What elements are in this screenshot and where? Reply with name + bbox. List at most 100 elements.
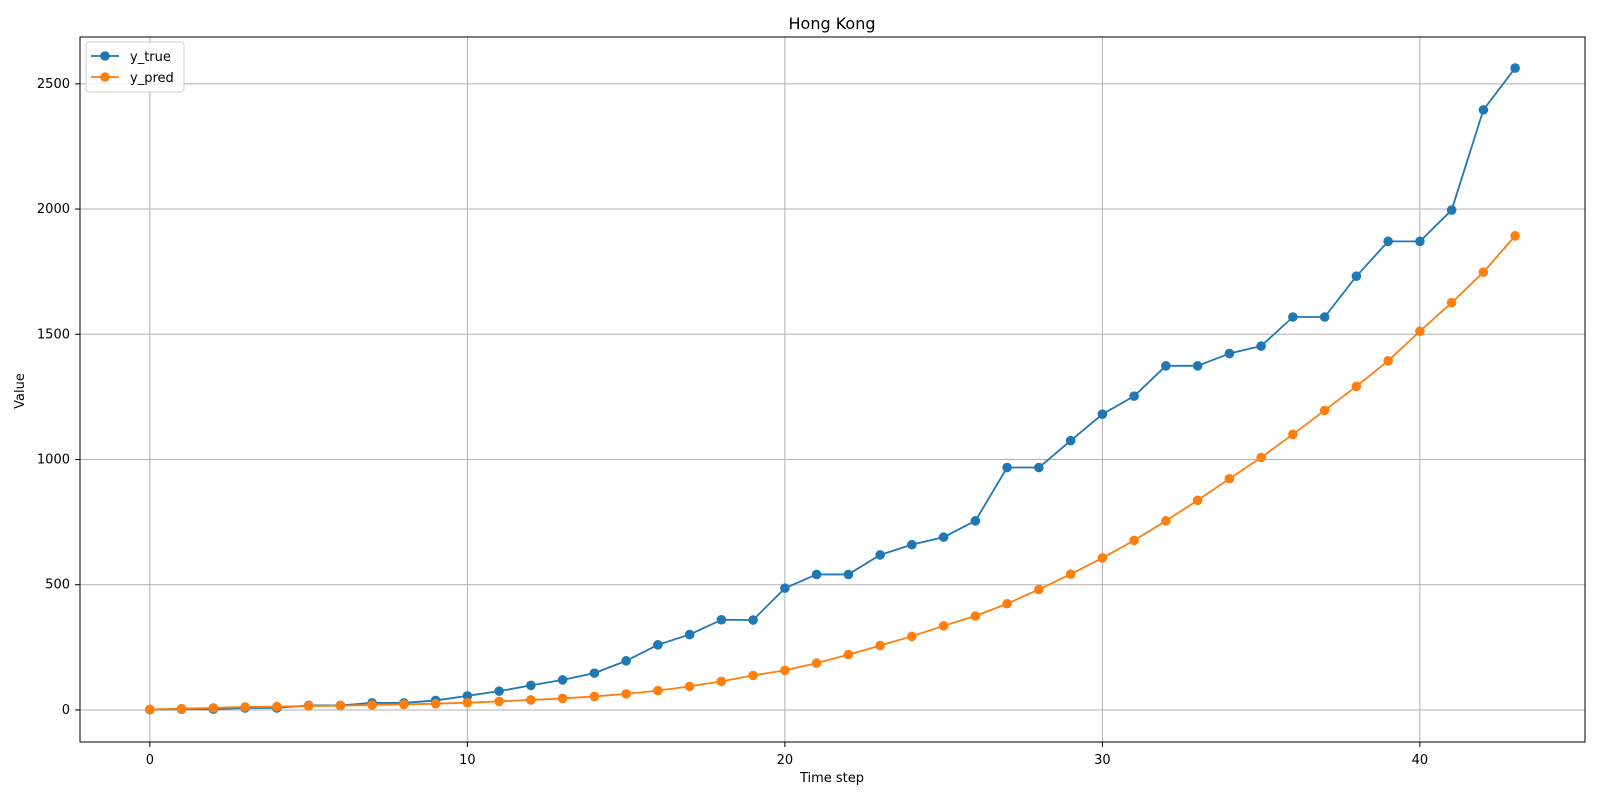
y-tick-label-2000: 2000 bbox=[37, 202, 70, 217]
data-point-y-pred-38 bbox=[1351, 381, 1362, 392]
y-axis-label: Value bbox=[13, 373, 28, 409]
data-point-y-true-37 bbox=[1319, 312, 1330, 322]
data-point-y-true-35 bbox=[1256, 341, 1266, 351]
data-point-y-true-18 bbox=[716, 614, 727, 625]
data-point-y-true-20 bbox=[780, 583, 790, 594]
legend-box bbox=[85, 41, 185, 93]
legend-marker-y-true bbox=[100, 51, 110, 61]
data-point-y-pred-40 bbox=[1415, 326, 1425, 337]
data-point-y-true-34 bbox=[1224, 348, 1235, 359]
data-point-y-pred-15 bbox=[621, 689, 631, 699]
data-point-y-pred-39 bbox=[1383, 356, 1393, 366]
data-point-y-true-41 bbox=[1446, 205, 1457, 215]
x-tick-label-20: 20 bbox=[777, 753, 794, 768]
data-point-y-pred-4 bbox=[272, 701, 282, 712]
data-point-y-pred-33 bbox=[1192, 495, 1203, 506]
data-point-y-pred-0 bbox=[145, 704, 155, 715]
data-point-y-pred-42 bbox=[1478, 267, 1489, 277]
legend: y_true y_pred bbox=[85, 41, 185, 93]
data-point-y-pred-22 bbox=[843, 649, 854, 660]
series-line-y-true bbox=[148, 67, 1517, 711]
chart-title: Hong Kong bbox=[789, 14, 876, 33]
data-point-y-true-36 bbox=[1288, 312, 1298, 322]
plot-frame bbox=[79, 36, 1586, 743]
data-point-y-pred-20 bbox=[780, 665, 790, 676]
y-tick-label-1000: 1000 bbox=[37, 452, 70, 467]
series-layer bbox=[145, 63, 1520, 715]
axes-layer: 0 10 20 30 40 0 500 1000 1500 2000 2500 bbox=[37, 36, 1586, 768]
data-point-y-pred-10 bbox=[462, 697, 473, 708]
data-point-y-pred-36 bbox=[1288, 429, 1298, 440]
data-point-y-pred-23 bbox=[875, 640, 885, 651]
data-point-y-true-30 bbox=[1097, 409, 1108, 419]
data-point-y-pred-19 bbox=[748, 670, 758, 681]
data-point-y-true-29 bbox=[1065, 435, 1076, 446]
data-point-y-pred-21 bbox=[811, 658, 822, 668]
data-point-y-true-42 bbox=[1478, 105, 1489, 115]
data-point-y-true-16 bbox=[653, 640, 663, 650]
data-point-y-true-28 bbox=[1034, 462, 1044, 473]
x-tick-label-30: 30 bbox=[1094, 753, 1111, 768]
x-axis-label: Time step bbox=[799, 771, 864, 786]
data-point-y-pred-1 bbox=[176, 703, 187, 714]
data-point-y-pred-29 bbox=[1065, 569, 1076, 580]
data-point-y-pred-8 bbox=[399, 699, 409, 710]
data-point-y-true-19 bbox=[748, 615, 758, 625]
data-point-y-pred-16 bbox=[653, 685, 663, 696]
legend-label-y-pred: y_pred bbox=[130, 71, 174, 86]
data-point-y-pred-34 bbox=[1224, 473, 1235, 484]
data-point-y-pred-31 bbox=[1129, 535, 1139, 546]
y-tick-label-500: 500 bbox=[45, 578, 70, 593]
data-point-y-pred-5 bbox=[303, 701, 314, 711]
data-point-y-true-10 bbox=[462, 691, 473, 701]
data-point-y-true-43 bbox=[1510, 63, 1520, 73]
data-point-y-true-31 bbox=[1129, 391, 1139, 401]
data-point-y-pred-26 bbox=[970, 611, 981, 621]
data-point-y-pred-9 bbox=[430, 698, 441, 709]
data-point-y-true-15 bbox=[621, 656, 631, 666]
data-point-y-true-38 bbox=[1351, 271, 1362, 281]
data-point-y-true-27 bbox=[1002, 462, 1012, 473]
data-point-y-pred-28 bbox=[1034, 584, 1044, 595]
data-point-y-pred-2 bbox=[208, 703, 219, 713]
data-point-y-true-22 bbox=[843, 569, 854, 580]
x-tick-label-40: 40 bbox=[1412, 753, 1429, 768]
data-point-y-pred-27 bbox=[1002, 598, 1012, 609]
data-point-y-true-25 bbox=[938, 532, 949, 542]
data-point-y-true-13 bbox=[557, 675, 568, 685]
data-point-y-pred-35 bbox=[1256, 452, 1266, 463]
data-point-y-pred-3 bbox=[240, 702, 250, 712]
data-point-y-pred-37 bbox=[1319, 405, 1330, 416]
data-point-y-true-17 bbox=[684, 629, 695, 640]
data-point-y-true-14 bbox=[589, 668, 600, 678]
legend-marker-y-pred bbox=[100, 72, 110, 82]
grid-layer bbox=[80, 37, 1585, 742]
x-tick-label-10: 10 bbox=[459, 753, 476, 768]
data-point-y-pred-6 bbox=[335, 700, 346, 711]
data-point-y-pred-43 bbox=[1510, 231, 1520, 241]
data-point-y-pred-41 bbox=[1446, 297, 1457, 308]
data-point-y-true-24 bbox=[907, 539, 917, 550]
data-point-y-true-39 bbox=[1383, 236, 1393, 247]
data-point-y-pred-14 bbox=[589, 691, 600, 702]
data-point-y-pred-17 bbox=[684, 681, 695, 692]
y-tick-label-2500: 2500 bbox=[37, 77, 70, 92]
series-line-y-pred bbox=[148, 234, 1517, 711]
data-point-y-pred-12 bbox=[526, 695, 536, 705]
data-point-y-pred-30 bbox=[1097, 553, 1108, 563]
data-point-y-pred-24 bbox=[907, 631, 917, 642]
data-point-y-true-32 bbox=[1161, 361, 1171, 371]
y-tick-label-1500: 1500 bbox=[37, 327, 70, 342]
data-point-y-pred-32 bbox=[1161, 516, 1171, 526]
x-tick-label-0: 0 bbox=[146, 753, 154, 768]
y-tick-label-0: 0 bbox=[62, 703, 70, 718]
data-point-y-true-11 bbox=[494, 686, 504, 696]
data-point-y-true-33 bbox=[1192, 361, 1203, 371]
data-point-y-true-12 bbox=[526, 680, 536, 691]
data-point-y-true-40 bbox=[1415, 236, 1425, 247]
legend-label-y-true: y_true bbox=[130, 50, 171, 65]
data-point-y-pred-7 bbox=[367, 700, 377, 710]
